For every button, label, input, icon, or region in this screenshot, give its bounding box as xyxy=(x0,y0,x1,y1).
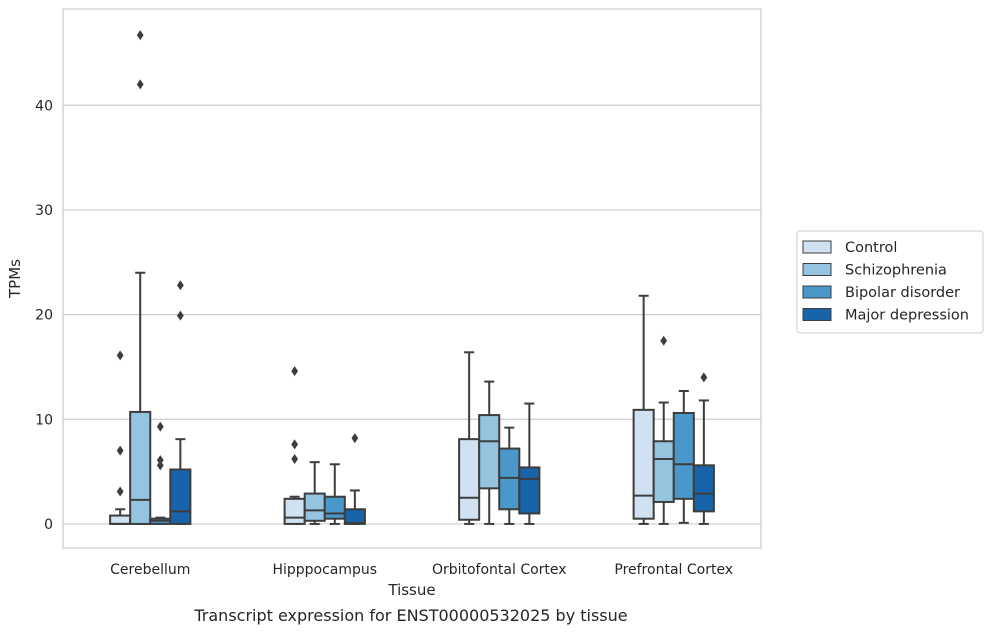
outlier-point xyxy=(176,310,184,321)
outlier-point xyxy=(700,372,708,383)
box xyxy=(518,466,541,515)
box xyxy=(632,408,655,520)
box-control xyxy=(458,351,481,525)
legend-item: Major depression xyxy=(802,308,969,324)
y-tick-label: 40 xyxy=(35,98,53,114)
legend-item: Schizophrenia xyxy=(802,263,947,279)
outlier-point xyxy=(291,439,299,450)
box xyxy=(109,514,132,525)
legend-swatch xyxy=(802,308,832,321)
x-tick-label: Hipppocampus xyxy=(272,562,377,578)
box-bipolar-disorder xyxy=(498,426,521,525)
chart-caption: Transcript expression for ENST0000053202… xyxy=(193,606,627,625)
legend-item: Control xyxy=(802,240,897,256)
outlier-point xyxy=(156,455,164,466)
y-tick-label: 10 xyxy=(35,412,53,428)
box-control xyxy=(632,294,655,525)
outlier-point xyxy=(116,486,124,497)
x-axis-title: Tissue xyxy=(387,581,435,599)
legend: Control Schizophrenia Bipolar disorder Majo… xyxy=(796,230,984,334)
y-axis-ticks: 0 10 20 30 40 xyxy=(35,98,53,533)
box xyxy=(458,438,481,521)
box xyxy=(283,497,306,525)
outlier-point xyxy=(116,445,124,456)
outlier-point xyxy=(156,460,164,471)
outlier-point xyxy=(291,366,299,377)
y-axis-title: TPMs xyxy=(6,259,24,299)
box-major-depression xyxy=(518,402,541,525)
outlier-point xyxy=(136,30,144,41)
box xyxy=(652,440,675,503)
legend-item: Bipolar disorder xyxy=(802,285,960,301)
box xyxy=(303,492,326,522)
box-bipolar-disorder xyxy=(323,463,346,525)
legend-swatch xyxy=(802,285,832,299)
box xyxy=(129,410,152,525)
outlier-point xyxy=(176,280,184,291)
box xyxy=(343,508,366,525)
legend-swatch xyxy=(802,263,832,276)
legend-swatch xyxy=(802,240,832,254)
y-tick-label: 30 xyxy=(35,203,53,219)
outlier-point xyxy=(291,454,299,465)
legend-label: Bipolar disorder xyxy=(845,285,960,301)
box-major-depression xyxy=(343,433,366,525)
box-groups xyxy=(109,30,715,525)
box-major-depression xyxy=(692,372,715,525)
box-schizophrenia xyxy=(478,380,501,525)
x-tick-label: Cerebellum xyxy=(110,562,190,578)
legend-label: Major depression xyxy=(845,308,969,324)
box-bipolar-disorder xyxy=(672,390,695,524)
x-axis-ticks: Cerebellum Hipppocampus Orbitofontal Corte… xyxy=(110,562,733,578)
x-tick-label: Prefrontal Cortex xyxy=(614,562,733,578)
box-bipolar-disorder xyxy=(149,421,172,525)
legend-frame xyxy=(796,230,984,334)
box xyxy=(323,495,346,520)
outlier-point xyxy=(116,350,124,361)
box xyxy=(478,414,501,490)
plot-frame xyxy=(62,8,762,549)
x-tick-label: Orbitofontal Cortex xyxy=(432,562,567,578)
legend-label: Control xyxy=(845,240,897,256)
y-tick-label: 0 xyxy=(44,517,53,533)
box xyxy=(498,447,521,511)
box-schizophrenia xyxy=(652,335,675,525)
box xyxy=(672,411,695,500)
outlier-point xyxy=(136,79,144,90)
y-tick-label: 20 xyxy=(35,308,53,324)
outlier-point xyxy=(351,433,359,444)
box-schizophrenia xyxy=(303,461,326,525)
box-control xyxy=(283,366,306,525)
box-control xyxy=(109,350,132,525)
outlier-point xyxy=(660,335,668,346)
box xyxy=(169,468,192,525)
box-major-depression xyxy=(169,280,192,525)
legend-label: Schizophrenia xyxy=(845,263,947,279)
box xyxy=(692,464,715,513)
outlier-point xyxy=(156,421,164,432)
box-schizophrenia xyxy=(129,30,152,525)
